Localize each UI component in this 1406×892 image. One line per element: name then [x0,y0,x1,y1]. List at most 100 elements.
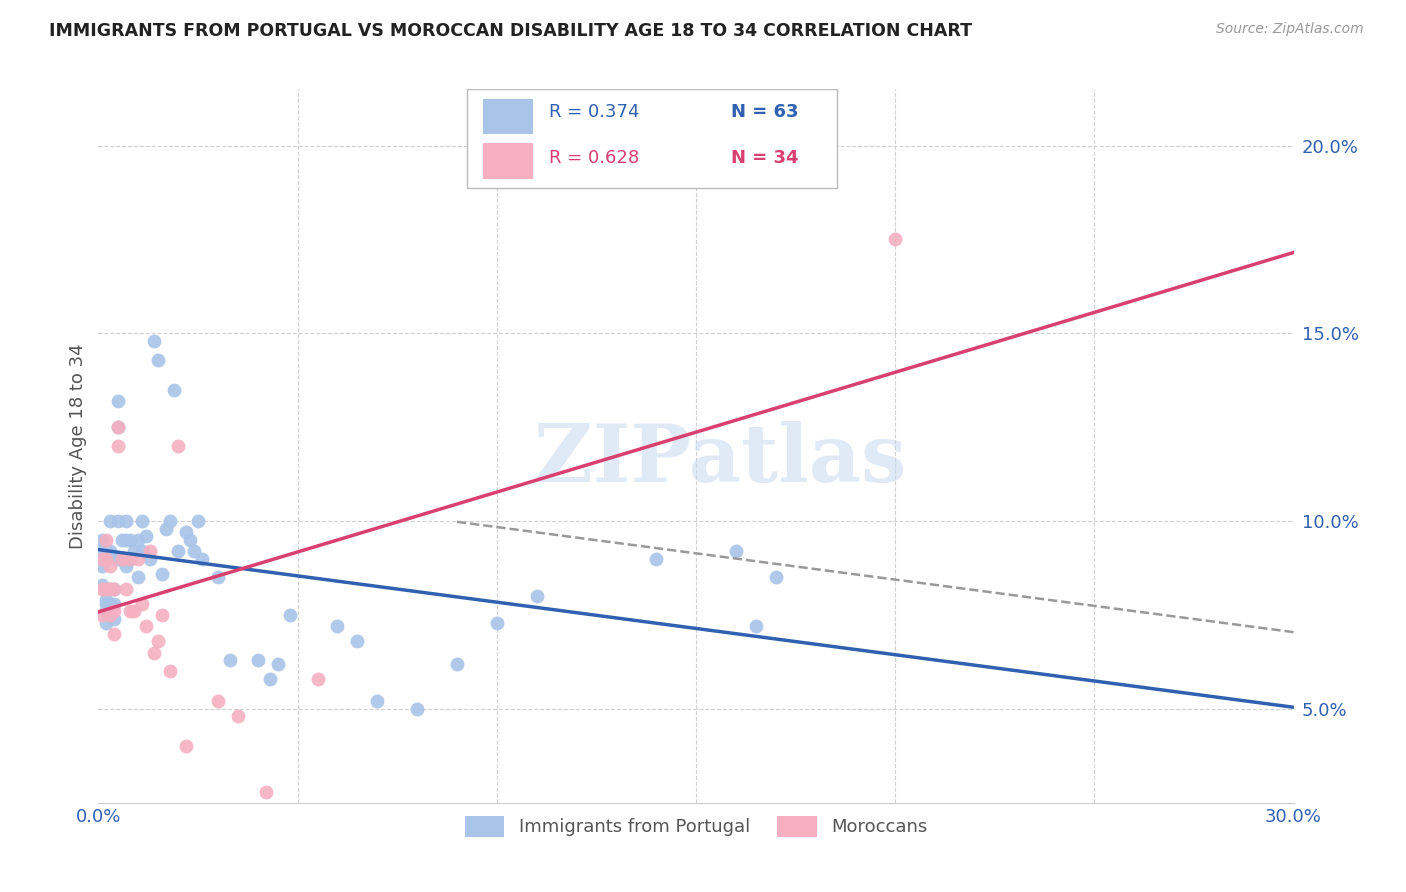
Point [155,522,177,536]
Point [485,615,508,630]
Text: IMMIGRANTS FROM PORTUGAL VS MOROCCAN DISABILITY AGE 18 TO 34 CORRELATION CHART: IMMIGRANTS FROM PORTUGAL VS MOROCCAN DIS… [49,22,972,40]
Point [150,566,173,581]
Point [103,582,125,596]
Point [406,702,429,716]
Point [111,551,134,566]
Y-axis label: Disability Age 18 to 34: Disability Age 18 to 34 [69,343,87,549]
Point [96,593,118,607]
Point [103,612,125,626]
FancyBboxPatch shape [484,99,533,135]
Text: N = 34: N = 34 [731,149,799,167]
Point [127,551,149,566]
Point [98,582,122,596]
Point [120,604,142,618]
Point [91,544,114,558]
Point [107,551,129,566]
Point [111,533,134,547]
Point [446,657,468,671]
Point [98,544,122,558]
Point [96,604,118,618]
Point [183,544,205,558]
Point [96,582,118,596]
Point [103,597,125,611]
Point [219,653,242,667]
Point [96,615,118,630]
Point [131,514,153,528]
Point [745,619,768,633]
Point [115,514,138,528]
Point [526,589,548,603]
Point [98,514,122,528]
Point [884,232,907,246]
Point [174,739,197,754]
Point [96,597,118,611]
Point [107,420,129,434]
Point [167,439,190,453]
Point [148,634,170,648]
Point [226,709,249,723]
Point [159,665,181,679]
Point [278,607,301,622]
Text: R = 0.628: R = 0.628 [548,149,640,167]
Point [127,533,149,547]
Point [115,559,138,574]
Point [91,582,114,596]
FancyBboxPatch shape [467,89,837,187]
Point [91,607,114,622]
Point [187,514,209,528]
Point [148,352,170,367]
Point [127,570,149,584]
Text: N = 63: N = 63 [731,103,799,120]
Point [98,597,122,611]
Point [103,604,125,618]
Point [107,439,129,453]
Point [96,533,118,547]
Point [96,582,118,596]
Point [259,672,281,686]
Point [191,551,214,566]
Point [150,607,173,622]
Point [115,582,138,596]
Point [174,525,197,540]
Point [96,551,118,566]
Point [267,657,290,671]
Point [131,544,153,558]
Point [645,551,668,566]
Point [120,533,142,547]
Point [91,578,114,592]
Text: R = 0.374: R = 0.374 [548,103,640,120]
Point [107,420,129,434]
Point [107,514,129,528]
Point [98,607,122,622]
Point [131,597,153,611]
Text: Source: ZipAtlas.com: Source: ZipAtlas.com [1216,22,1364,37]
FancyBboxPatch shape [484,143,533,178]
Point [307,672,329,686]
Point [159,514,181,528]
Point [724,544,747,558]
Text: ZIPatlas: ZIPatlas [534,421,905,500]
Point [163,383,186,397]
Point [103,627,125,641]
Point [124,544,146,558]
Point [111,551,134,566]
Point [135,529,157,543]
Point [254,784,277,798]
Point [120,551,142,566]
Point [124,604,146,618]
Point [246,653,269,667]
Point [179,533,201,547]
Point [366,694,388,708]
Point [207,570,229,584]
Point [765,570,787,584]
Point [91,559,114,574]
Point [107,393,129,408]
Point [143,334,166,348]
Point [346,634,368,648]
Point [103,582,125,596]
Point [207,694,229,708]
Point [98,559,122,574]
Point [135,619,157,633]
Point [326,619,349,633]
Point [91,533,114,547]
